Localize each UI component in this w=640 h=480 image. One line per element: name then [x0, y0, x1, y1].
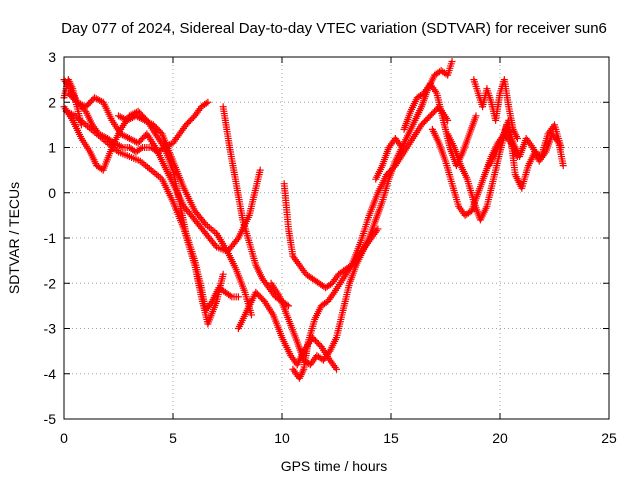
y-tick-label: 2: [48, 94, 56, 110]
data-point: [557, 144, 565, 151]
data-point: [247, 311, 255, 319]
data-point: [77, 121, 85, 129]
data-point: [226, 292, 234, 300]
y-axis-label: SDTVAR / TECUs: [6, 182, 22, 294]
data-point: [256, 166, 264, 174]
x-tick-label: 25: [601, 430, 617, 446]
data-point: [202, 99, 210, 107]
chart-title: Day 077 of 2024, Sidereal Day-to-day VTE…: [61, 20, 607, 37]
data-point: [233, 236, 241, 244]
data-point: [513, 134, 521, 142]
x-tick-label: 0: [60, 430, 68, 446]
y-tick-label: 1: [48, 140, 56, 156]
y-tick-label: -4: [44, 366, 57, 382]
y-tick-label: -1: [44, 230, 57, 246]
x-tick-label: 15: [383, 430, 399, 446]
data-point: [234, 293, 242, 301]
x-axis-label: GPS time / hours: [281, 458, 388, 474]
data-points: [60, 58, 567, 382]
data-point: [333, 365, 340, 373]
data-point: [559, 162, 567, 170]
data-point: [448, 58, 456, 66]
x-tick-label: 10: [274, 430, 290, 446]
ticks: 0 5 10 15 20 25 -5 -4 -3 -2 -1 0 1 2 3: [44, 49, 617, 446]
data-point: [418, 90, 426, 98]
data-point: [472, 112, 480, 120]
data-point: [285, 302, 293, 310]
data-point: [211, 241, 219, 249]
y-tick-label: 0: [48, 185, 56, 201]
x-tick-label: 20: [492, 430, 508, 446]
y-tick-label: -2: [44, 275, 57, 291]
data-point: [137, 145, 145, 153]
y-tick-label: -5: [44, 411, 57, 427]
grid: [64, 57, 609, 419]
data-point: [200, 219, 208, 227]
data-point: [327, 280, 335, 288]
data-point: [374, 225, 382, 233]
data-point: [322, 298, 330, 306]
y-tick-label: -3: [44, 321, 57, 337]
y-tick-label: 3: [48, 49, 56, 65]
data-point: [318, 355, 326, 363]
data-point: [204, 98, 212, 106]
data-point: [305, 360, 313, 368]
x-tick-label: 5: [169, 430, 177, 446]
data-point: [157, 128, 165, 136]
data-point: [219, 270, 227, 278]
